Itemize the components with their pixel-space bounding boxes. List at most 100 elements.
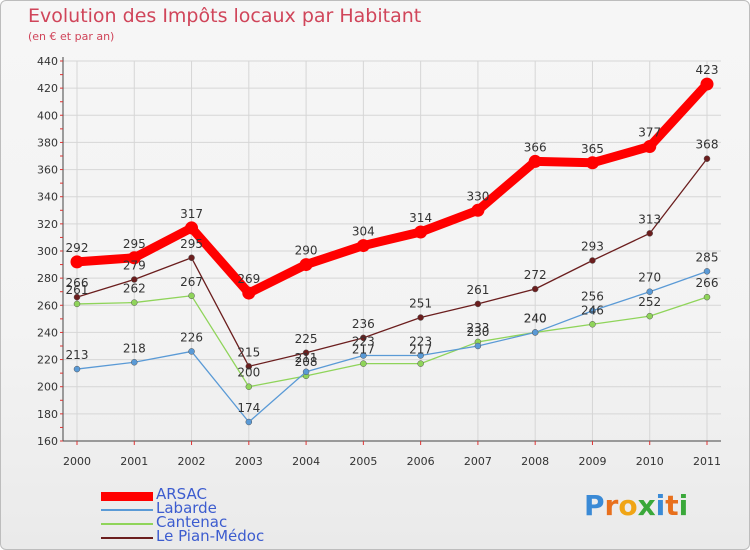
grid — [63, 60, 721, 442]
logo-letter: P — [584, 489, 605, 522]
data-label: 314 — [409, 211, 432, 225]
data-point — [528, 154, 542, 168]
axes: 160 180 200 220 240 260 280 300 320 340 360 380 400 4… — [37, 55, 721, 468]
x-tick-label: 2006 — [407, 455, 435, 468]
data-label: 174 — [237, 401, 260, 415]
data-label: 279 — [123, 259, 146, 273]
data-point — [646, 288, 653, 295]
data-label: 240 — [524, 311, 547, 325]
data-point — [414, 225, 428, 239]
data-label: 215 — [237, 345, 260, 359]
series-line — [76, 295, 708, 388]
legend-label: Cantenac — [156, 513, 228, 531]
x-tick-label: 2003 — [235, 455, 263, 468]
data-point — [360, 334, 367, 342]
y-tick-label: 220 — [37, 354, 58, 367]
data-point — [73, 293, 81, 301]
series-line — [72, 79, 712, 298]
logo-letter: i — [655, 489, 666, 522]
x-tick-label: 2000 — [63, 455, 91, 468]
series-line — [76, 158, 708, 368]
data-point — [585, 156, 599, 170]
data-point — [703, 293, 711, 301]
series-line — [76, 270, 708, 423]
x-tick-label: 2011 — [693, 455, 721, 468]
data-point — [302, 349, 310, 357]
legend-label: Le Pian-Médoc — [156, 527, 265, 545]
data-label: 208 — [295, 355, 318, 369]
data-point — [703, 268, 711, 275]
y-tick-label: 320 — [37, 218, 58, 231]
data-label: 317 — [180, 207, 203, 221]
data-point — [474, 300, 482, 308]
data-point — [73, 365, 81, 373]
data-label: 261 — [466, 283, 489, 297]
data-point — [531, 329, 539, 336]
data-point — [646, 230, 653, 237]
data-label: 233 — [466, 321, 489, 335]
data-label: 251 — [409, 297, 432, 311]
data-point — [356, 239, 370, 253]
x-tick-label: 2008 — [521, 455, 549, 468]
data-label: 269 — [237, 272, 260, 286]
chart-title: Evolution des Impôts locaux par Habitant — [28, 5, 422, 27]
y-tick-label: 180 — [37, 408, 58, 421]
data-point — [589, 321, 596, 328]
data-label: 292 — [66, 241, 89, 255]
data-label: 304 — [352, 225, 375, 239]
data-label: 365 — [581, 142, 604, 156]
data-label: 256 — [581, 290, 604, 304]
data-point — [131, 299, 138, 306]
x-tick-label: 2004 — [292, 455, 320, 468]
data-label: 366 — [524, 140, 547, 154]
y-tick-label: 300 — [37, 245, 58, 258]
logo-letter: i — [678, 489, 689, 522]
x-tick-label: 2002 — [178, 455, 206, 468]
y-tick-label: 340 — [37, 191, 58, 204]
data-point — [474, 342, 482, 350]
data-point — [185, 221, 199, 235]
data-label: 213 — [66, 348, 89, 362]
data-point — [700, 77, 714, 91]
series-lines — [70, 77, 714, 426]
y-tick-label: 360 — [37, 164, 58, 177]
y-tick-label: 420 — [37, 82, 58, 95]
x-tick-label: 2009 — [578, 455, 606, 468]
legend-swatch — [101, 509, 153, 511]
data-label: 330 — [466, 189, 489, 203]
data-label: 267 — [180, 275, 203, 289]
x-tick-label: 2007 — [464, 455, 492, 468]
data-point — [188, 254, 195, 262]
data-label: 211 — [295, 351, 318, 365]
data-point — [299, 258, 313, 272]
data-label: 200 — [237, 366, 260, 380]
data-point — [703, 155, 711, 162]
proxiti-logo: Proxiti — [584, 489, 688, 522]
data-label: 423 — [696, 63, 719, 77]
data-point — [127, 251, 141, 265]
data-point — [360, 352, 367, 359]
y-tick-label: 380 — [37, 136, 58, 149]
data-label: 295 — [123, 237, 146, 251]
data-point — [643, 140, 657, 153]
legend-swatch — [101, 523, 153, 525]
data-label: 218 — [123, 341, 146, 355]
data-label: 240 — [524, 311, 547, 325]
data-label: 295 — [180, 237, 203, 251]
data-point — [589, 257, 596, 264]
data-point — [131, 276, 138, 283]
chart-subtitle: (en € et par an) — [28, 30, 115, 43]
data-point — [73, 300, 81, 308]
y-tick-label: 240 — [37, 326, 58, 339]
data-label: 262 — [123, 282, 146, 296]
data-label: 285 — [696, 250, 719, 264]
data-label: 368 — [696, 138, 719, 152]
legend-swatch — [101, 537, 153, 539]
data-point — [188, 348, 195, 355]
data-point — [417, 352, 424, 359]
data-label: 313 — [638, 212, 661, 226]
data-label: 217 — [352, 343, 375, 357]
y-tick-label: 280 — [37, 272, 58, 285]
